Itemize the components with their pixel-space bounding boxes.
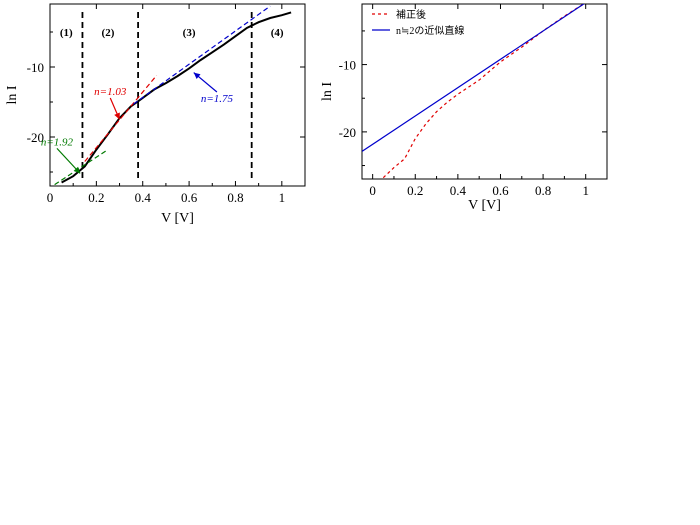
annotation-arrowhead (114, 112, 120, 120)
series-line-2 (362, 4, 585, 152)
chart-panel-1: 0 0.2 0.4 0.6 0.8 1 -20 -10 V [V] ln I (1) (2) (3) (4… (5, 3, 306, 226)
y-axis-label: ln I (320, 82, 335, 101)
plot-frame (49, 3, 306, 187)
region-label: (3) (183, 27, 196, 39)
x-axis-label: V [V] (468, 198, 501, 213)
plot-frame (361, 3, 608, 180)
y-tick-label: -20 (339, 125, 356, 140)
x-tick-label: 0.6 (492, 183, 509, 198)
y-tick-label: -20 (27, 130, 44, 145)
plot-area (54, 5, 292, 186)
series-line-4 (133, 5, 271, 105)
region-label: (4) (271, 27, 284, 39)
y-tick-label: -10 (27, 60, 44, 75)
x-tick-label: 0.8 (227, 190, 243, 205)
x-tick-label: 0 (369, 183, 376, 198)
legend-entry: 補正後 (396, 8, 426, 21)
annotation-arrowhead (193, 72, 201, 79)
x-tick-label: 0.8 (535, 183, 551, 198)
series-line-1 (61, 11, 292, 184)
annotation-label: n=1.75 (201, 93, 234, 105)
plot-area (362, 4, 585, 179)
x-tick-label: 0.2 (407, 183, 423, 198)
series-line-3 (84, 75, 158, 162)
annotation-arrowhead (73, 166, 81, 174)
x-tick-label: 1 (582, 183, 589, 198)
x-tick-label: 0 (47, 190, 54, 205)
x-axis-label: V [V] (161, 211, 194, 226)
x-tick-label: 0.4 (135, 190, 152, 205)
y-tick-label: -10 (339, 58, 356, 73)
region-label: (1) (60, 27, 73, 39)
annotation-label: n=1.03 (94, 86, 127, 98)
annotation-label: n=1.92 (41, 136, 74, 148)
series-line-2 (54, 149, 109, 186)
legend-entry: n≒2の近似直線 (396, 24, 464, 37)
x-tick-label: 0.6 (181, 190, 198, 205)
chart-panel-2: 0 0.2 0.4 0.6 0.8 1 -20 -10 V [V] ln I 補正後 n≒2の近似直線 (320, 3, 608, 213)
region-label: (2) (102, 27, 115, 39)
x-tick-label: 0.4 (450, 183, 467, 198)
x-tick-label: 1 (279, 190, 286, 205)
y-axis-label: ln I (5, 85, 20, 104)
x-tick-label: 0.2 (88, 190, 104, 205)
series-line-1 (382, 4, 585, 179)
